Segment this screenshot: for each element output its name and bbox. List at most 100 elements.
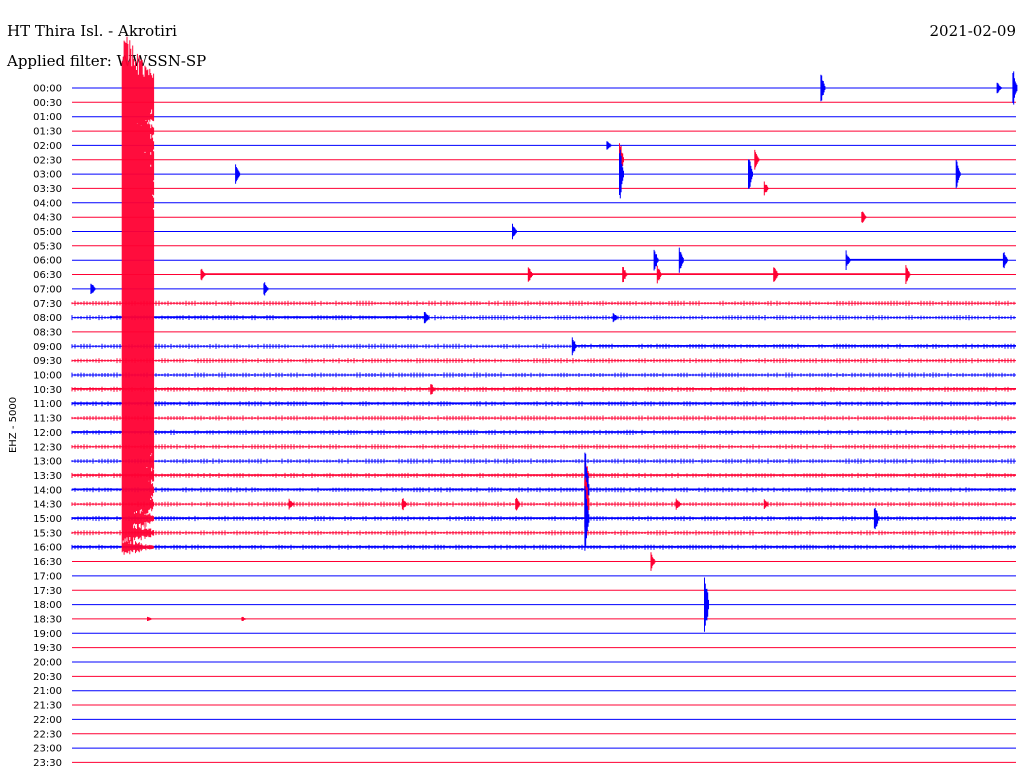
trace-noise-18 — [71, 343, 1015, 349]
seismic-event-40 — [704, 577, 709, 632]
time-tick-0130: 01:30 — [33, 127, 62, 138]
time-tick-1430: 14:30 — [33, 500, 62, 511]
seismic-event-19 — [622, 267, 628, 283]
time-tick-1500: 15:00 — [33, 514, 62, 525]
trace-noise-15 — [71, 300, 1015, 306]
seismic-event-39 — [650, 552, 656, 571]
time-tick-1800: 18:00 — [33, 600, 62, 611]
time-tick-1200: 12:00 — [33, 428, 62, 439]
time-tick-0400: 04:00 — [33, 198, 62, 209]
time-tick-0500: 05:00 — [33, 227, 62, 238]
seismic-event-2 — [1012, 71, 1018, 105]
trace-noise-22 — [71, 401, 1015, 407]
date-label: 2021-02-09 — [930, 22, 1016, 40]
trace-noise-26 — [71, 458, 1015, 464]
seismic-event-20 — [656, 265, 662, 284]
seismic-event-12 — [512, 223, 517, 240]
seismic-event-15 — [845, 250, 851, 270]
seismic-event-10 — [235, 164, 241, 184]
time-tick-1930: 19:30 — [33, 643, 62, 654]
time-tick-1400: 14:00 — [33, 485, 62, 496]
time-tick-1230: 12:30 — [33, 442, 62, 453]
time-tick-labels: 00:00 00:30 01:00 01:30 02:00 02:30 03:00 03:30… — [33, 84, 62, 769]
seismic-event-35 — [288, 498, 294, 510]
time-tick-1000: 10:00 — [33, 371, 62, 382]
time-tick-0630: 06:30 — [33, 270, 62, 281]
trace-noise-23 — [71, 415, 1015, 421]
time-tick-1030: 10:30 — [33, 385, 62, 396]
seismic-event-34 — [515, 497, 521, 511]
seismic-event-6 — [754, 149, 760, 170]
time-tick-0730: 07:30 — [33, 299, 62, 310]
seismic-event-25 — [423, 312, 429, 324]
time-tick-2230: 22:30 — [33, 729, 62, 740]
trace-noise-19 — [71, 358, 1015, 364]
seismic-event-36 — [675, 498, 681, 510]
trace-noise-30 — [71, 515, 1015, 522]
time-tick-0930: 09:30 — [33, 356, 62, 367]
trace-noise-16 — [71, 315, 1015, 321]
time-tick-0200: 02:00 — [33, 141, 62, 152]
time-tick-0230: 02:30 — [33, 155, 62, 166]
time-tick-1730: 17:30 — [33, 586, 62, 597]
time-tick-0830: 08:30 — [33, 327, 62, 338]
major-earthquake-waveform — [121, 36, 155, 555]
trace-noise-25 — [71, 444, 1015, 450]
seismic-event-8 — [955, 160, 961, 189]
time-tick-1100: 11:00 — [33, 399, 62, 410]
seismic-event-27 — [571, 337, 577, 356]
time-tick-2000: 20:00 — [33, 658, 62, 669]
time-tick-0800: 08:00 — [33, 313, 62, 324]
seismic-event-18 — [527, 267, 533, 282]
time-tick-2030: 20:30 — [33, 672, 62, 683]
time-tick-0700: 07:00 — [33, 284, 62, 295]
trace-noise-21 — [71, 386, 1015, 392]
seismic-event-24 — [263, 282, 269, 296]
time-tick-1700: 17:00 — [33, 571, 62, 582]
seismic-event-1 — [996, 82, 1002, 94]
seismic-event-9 — [763, 181, 769, 196]
time-tick-2130: 21:30 — [33, 701, 62, 712]
seismic-event-13 — [653, 249, 659, 271]
seismic-event-42 — [241, 616, 247, 621]
seismic-event-28 — [430, 384, 436, 395]
seismic-event-22 — [905, 265, 911, 284]
trace-noise-27 — [71, 472, 1015, 478]
seismic-event-0 — [820, 74, 826, 102]
seismic-event-5 — [619, 149, 624, 199]
seismic-event-7 — [748, 159, 753, 189]
time-tick-1900: 19:00 — [33, 629, 62, 640]
station-title: HT Thira Isl. - Akrotiri — [7, 22, 177, 40]
seismic-event-17 — [200, 268, 206, 281]
time-tick-1130: 11:30 — [33, 414, 62, 425]
time-tick-1830: 18:30 — [33, 614, 62, 625]
time-tick-0330: 03:30 — [33, 184, 62, 195]
seismic-event-14 — [678, 247, 684, 273]
seismic-event-41 — [147, 616, 152, 621]
time-tick-0430: 04:30 — [33, 213, 62, 224]
trace-noise-28 — [71, 487, 1015, 493]
channel-label: EHZ - 5000 — [8, 397, 19, 453]
time-tick-1330: 13:30 — [33, 471, 62, 482]
time-tick-0900: 09:00 — [33, 342, 62, 353]
seismic-event-21 — [773, 267, 779, 282]
filter-label: Applied filter: WWSSN-SP — [6, 52, 206, 70]
seismic-event-37 — [763, 499, 769, 509]
seismic-event-16 — [1002, 252, 1008, 269]
seismic-event-23 — [90, 283, 96, 294]
time-tick-0300: 03:00 — [33, 170, 62, 181]
trace-noise-32 — [71, 544, 1015, 550]
time-tick-1530: 15:30 — [33, 528, 62, 539]
seismic-event-38 — [873, 507, 879, 530]
trace-noise-20 — [71, 372, 1015, 378]
seismic-event-33 — [401, 498, 407, 511]
seismic-event-3 — [606, 141, 612, 150]
time-tick-1600: 16:00 — [33, 543, 62, 554]
time-tick-2100: 21:00 — [33, 686, 62, 697]
time-tick-2300: 23:00 — [33, 744, 62, 755]
time-tick-0030: 00:30 — [33, 98, 62, 109]
seismic-event-32 — [584, 486, 590, 551]
seismic-event-11 — [861, 211, 867, 223]
time-tick-0530: 05:30 — [33, 241, 62, 252]
time-tick-1300: 13:00 — [33, 457, 62, 468]
